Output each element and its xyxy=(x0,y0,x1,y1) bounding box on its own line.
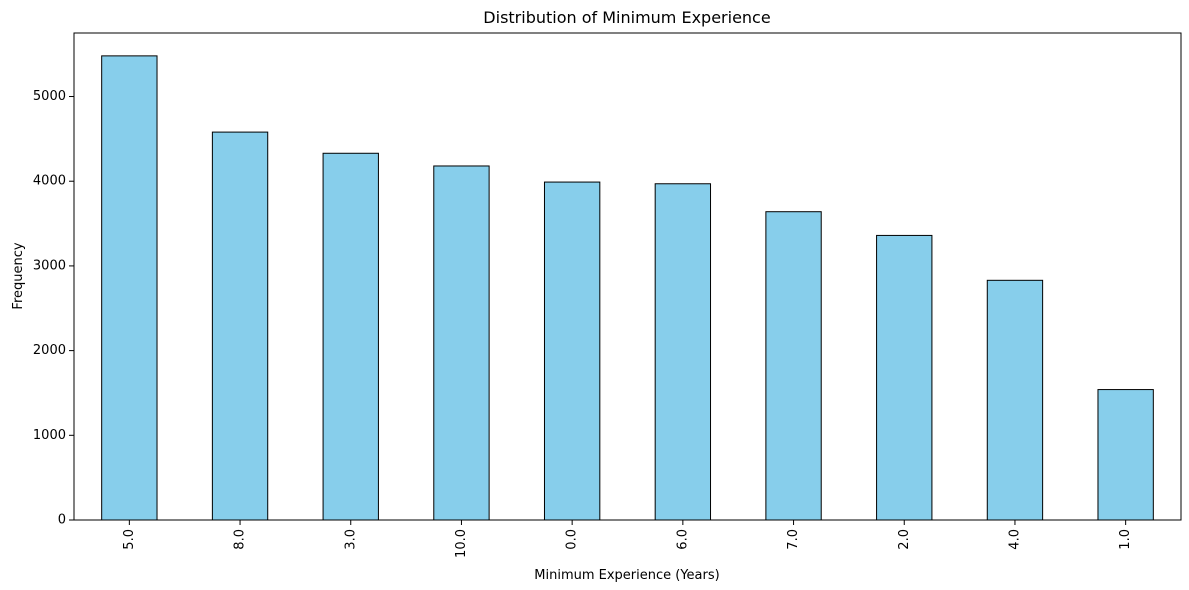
y-tick-label: 5000 xyxy=(33,89,66,104)
bar-10.0 xyxy=(433,165,490,521)
x-axis-label: Minimum Experience (Years) xyxy=(534,568,719,583)
y-tick-label: 3000 xyxy=(33,258,66,273)
x-tick-label: 1.0 xyxy=(1118,529,1133,550)
bars-group xyxy=(101,55,1154,521)
y-tick-label: 4000 xyxy=(33,174,66,189)
x-tick-label: 7.0 xyxy=(786,529,801,550)
x-axis-ticks: 5.0 8.0 3.0 10.0 0.0 6.0 7.0 2.0 4.0 1.0 xyxy=(122,520,1133,558)
chart-title: Distribution of Minimum Experience xyxy=(483,8,770,27)
y-tick-label: 0 xyxy=(58,513,66,528)
x-tick-label: 3.0 xyxy=(343,529,358,550)
bar-4.0 xyxy=(986,279,1044,521)
bar-0.0 xyxy=(543,181,601,521)
x-tick-label: 10.0 xyxy=(454,529,469,558)
bar-7.0 xyxy=(765,211,822,521)
x-tick-label: 8.0 xyxy=(233,529,248,550)
bar-3.0 xyxy=(322,152,379,521)
bar-6.0 xyxy=(654,183,712,521)
y-tick-label: 1000 xyxy=(33,428,66,443)
bar-5.0 xyxy=(101,55,158,521)
x-tick-label: 6.0 xyxy=(675,529,690,550)
y-tick-label: 2000 xyxy=(33,343,66,358)
x-tick-label: 0.0 xyxy=(565,529,580,550)
x-tick-label: 5.0 xyxy=(122,529,137,550)
bar-8.0 xyxy=(211,131,269,521)
bar-2.0 xyxy=(876,234,933,521)
y-axis-label: Frequency xyxy=(11,242,26,309)
x-tick-label: 2.0 xyxy=(897,529,912,550)
x-tick-label: 4.0 xyxy=(1007,529,1022,550)
bar-1.0 xyxy=(1097,389,1154,521)
plot-area-frame xyxy=(73,32,1182,521)
y-axis-ticks: 0 1000 2000 3000 4000 5000 xyxy=(33,89,74,528)
